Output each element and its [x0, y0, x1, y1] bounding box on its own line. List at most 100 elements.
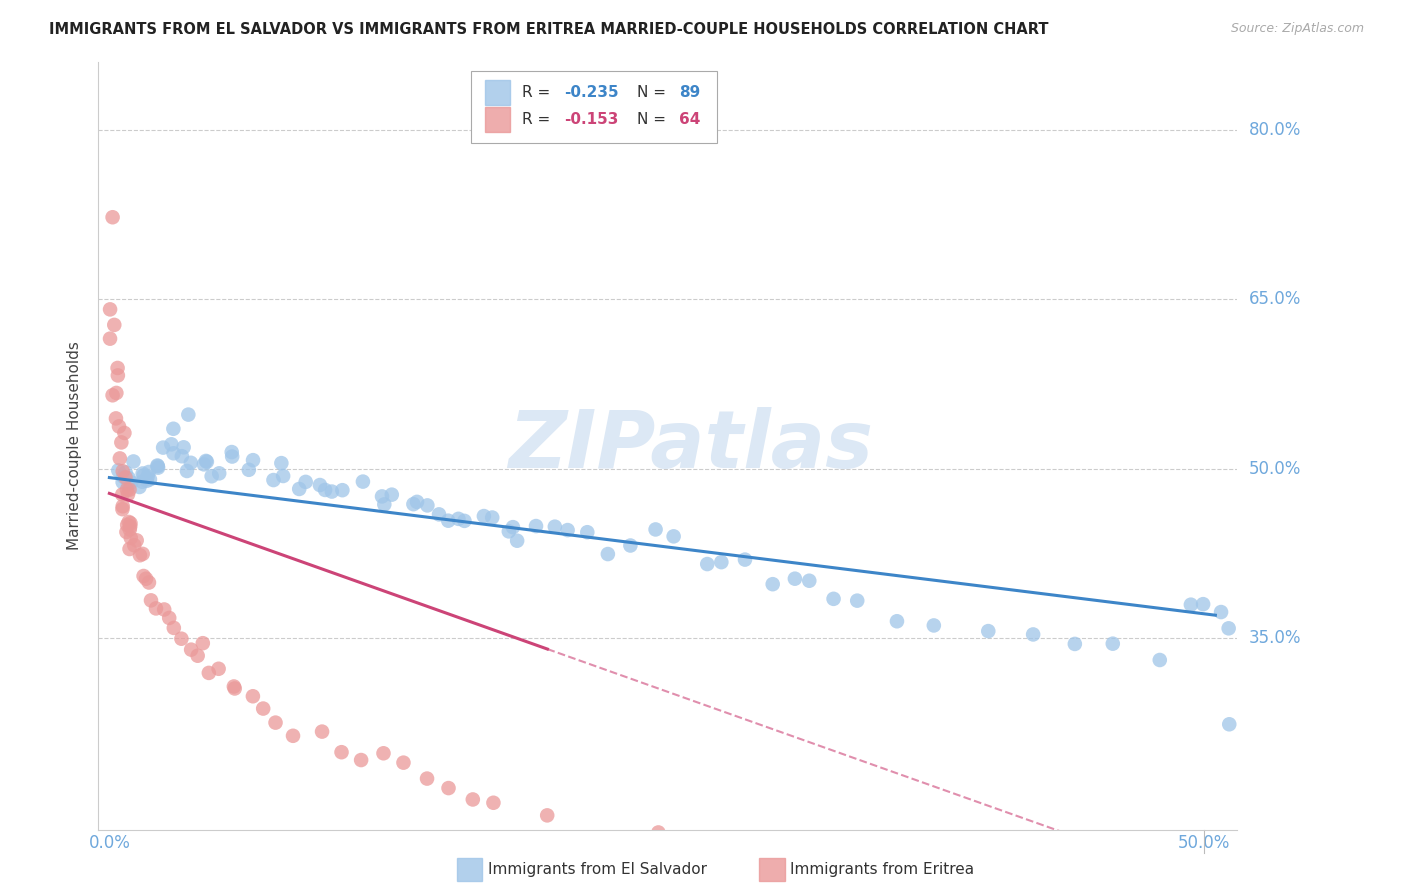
Point [117, 487, 139, 501]
Point [115, 518, 138, 533]
Point [1180, 598, 1202, 612]
Text: IMMIGRANTS FROM EL SALVADOR VS IMMIGRANTS FROM ERITREA MARRIED-COUPLE HOUSEHOLDS: IMMIGRANTS FROM EL SALVADOR VS IMMIGRANT… [49, 22, 1049, 37]
Text: 64: 64 [679, 112, 700, 127]
Point [1209, 605, 1232, 619]
Point [416, 499, 439, 513]
Point [107, 463, 129, 477]
Point [437, 780, 460, 795]
Point [696, 557, 718, 571]
Point [118, 541, 141, 556]
Point [170, 632, 193, 646]
Point [111, 464, 134, 478]
Point [576, 525, 599, 540]
Point [481, 510, 503, 524]
Point [262, 473, 284, 487]
Point [406, 495, 429, 509]
Point [314, 483, 336, 497]
Point [176, 464, 198, 478]
Point [264, 715, 287, 730]
Point [461, 792, 484, 806]
Point [524, 519, 547, 533]
Point [201, 469, 224, 483]
Point [138, 575, 160, 590]
Point [112, 425, 135, 440]
Point [163, 621, 186, 635]
Point [101, 388, 124, 402]
Point [662, 529, 685, 543]
Text: -0.235: -0.235 [564, 86, 619, 100]
Point [198, 665, 221, 680]
Point [136, 469, 159, 483]
Point [115, 483, 138, 497]
Point [311, 724, 333, 739]
Point [108, 419, 131, 434]
Point [118, 523, 141, 537]
Point [132, 468, 155, 483]
Point [191, 636, 214, 650]
Point [506, 533, 529, 548]
Point [131, 547, 153, 561]
Point [371, 490, 394, 504]
Point [193, 458, 215, 472]
Text: N =: N = [637, 86, 671, 100]
Point [129, 548, 152, 562]
Point [222, 680, 245, 694]
Point [1101, 637, 1123, 651]
Point [207, 662, 229, 676]
Point [104, 411, 127, 425]
Point [1218, 717, 1240, 731]
Point [118, 471, 141, 485]
Point [242, 690, 264, 704]
Point [886, 614, 908, 628]
Point [270, 456, 292, 470]
Point [224, 681, 246, 696]
Text: ZIPatlas: ZIPatlas [508, 407, 873, 485]
Point [647, 825, 669, 839]
Point [332, 483, 354, 498]
Point [710, 555, 733, 569]
Text: R =: R = [522, 86, 555, 100]
Point [139, 593, 162, 607]
Point [846, 593, 869, 607]
Point [208, 467, 231, 481]
Point [644, 523, 666, 537]
Point [114, 466, 136, 480]
Point [195, 455, 218, 469]
Point [111, 502, 134, 516]
Point [482, 796, 505, 810]
Point [101, 211, 124, 225]
Point [734, 552, 756, 566]
Point [146, 459, 169, 474]
Text: 50.0%: 50.0% [1249, 459, 1301, 477]
Text: 80.0%: 80.0% [1249, 121, 1301, 139]
Text: Source: ZipAtlas.com: Source: ZipAtlas.com [1230, 22, 1364, 36]
Point [177, 408, 200, 422]
Point [294, 475, 316, 489]
Text: 65.0%: 65.0% [1249, 290, 1301, 309]
Point [498, 524, 520, 539]
Point [107, 368, 129, 383]
Point [252, 701, 274, 715]
Point [153, 602, 176, 616]
Point [330, 745, 353, 759]
Point [145, 601, 167, 615]
Point [180, 456, 202, 470]
Point [288, 482, 311, 496]
Point [122, 538, 145, 552]
Point [1022, 627, 1045, 641]
Point [762, 577, 785, 591]
Point [596, 547, 619, 561]
Point [111, 475, 134, 490]
Text: Immigrants from El Salvador: Immigrants from El Salvador [488, 863, 707, 877]
Point [118, 483, 141, 497]
Point [194, 454, 217, 468]
Point [922, 618, 945, 632]
Point [977, 624, 1000, 639]
Point [160, 437, 183, 451]
Point [447, 512, 470, 526]
Point [619, 539, 641, 553]
Point [392, 756, 415, 770]
Point [111, 487, 134, 501]
Point [536, 808, 558, 822]
Point [108, 451, 131, 466]
